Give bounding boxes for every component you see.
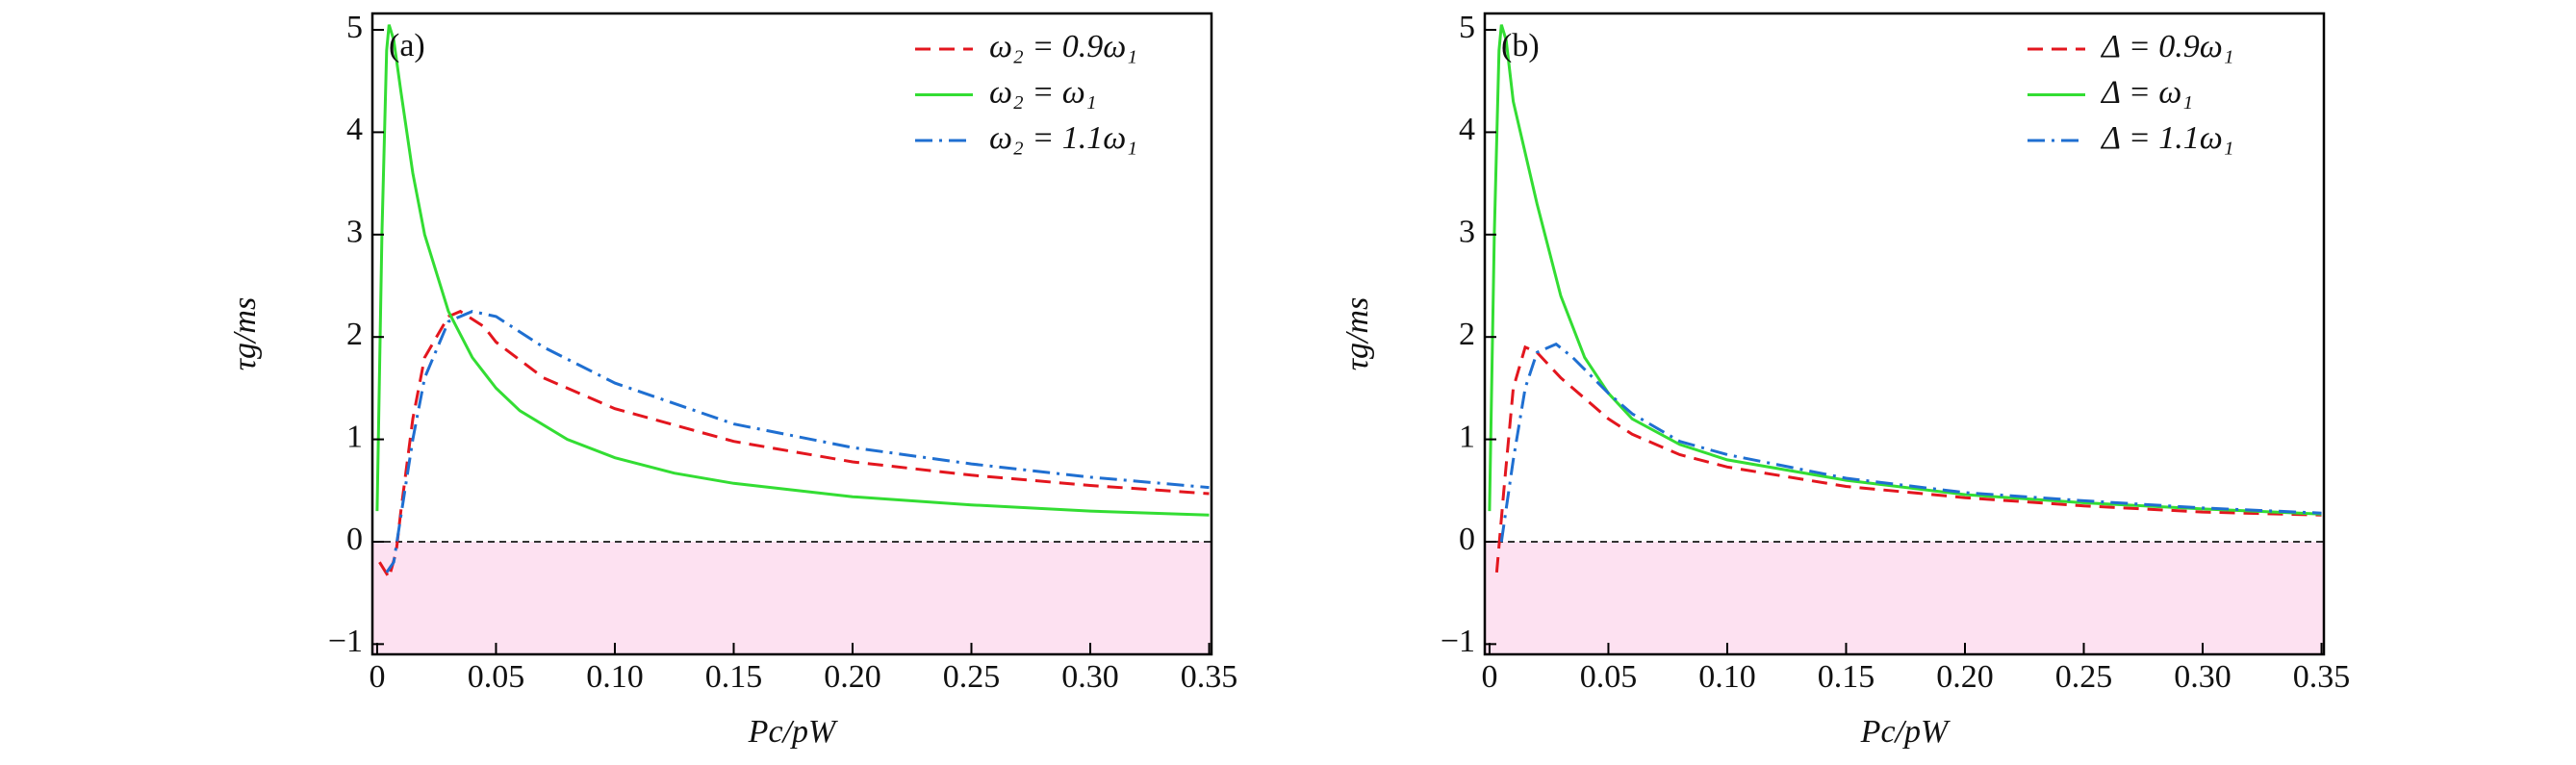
- y-tick-label: 5: [1459, 10, 1475, 45]
- y-tick-label: 1: [346, 419, 363, 454]
- y-axis-label: τg/ms: [1339, 297, 1375, 370]
- y-axis-label: τg/ms: [227, 297, 263, 370]
- x-tick-label: 0.05: [1580, 659, 1638, 695]
- panel-label: (a): [389, 28, 425, 64]
- series-line: [375, 24, 1210, 517]
- x-tick-label: 0.30: [1061, 659, 1119, 695]
- y-tick-label: −1: [328, 624, 363, 659]
- x-tick-label: 0.35: [2293, 659, 2351, 695]
- y-tick-label: 5: [346, 10, 363, 45]
- x-tick-label: 0.15: [1818, 659, 1875, 695]
- series-line: [378, 309, 1210, 581]
- panel: Δ = 0.9ω₁ Δ = ω₁ Δ = 1.1ω₁ 0 0.05 0.10 0.15 0.2…: [1339, 10, 2350, 750]
- series-line: [385, 310, 1210, 574]
- y-tick-label: 1: [1459, 419, 1475, 454]
- y-tick-label: 2: [346, 317, 363, 352]
- x-axis-label: Pc/pW: [1860, 714, 1951, 750]
- legend-label: ω₂ = ω₁: [989, 74, 1097, 110]
- x-tick-label: 0.20: [1936, 659, 1994, 695]
- legend-label: Δ = 0.9ω₁: [2100, 29, 2234, 64]
- y-tick-label: 3: [346, 215, 363, 250]
- negative-region: [1485, 541, 2324, 654]
- x-tick-label: 0.25: [2055, 659, 2113, 695]
- legend-label: ω₂ = 1.1ω₁: [989, 120, 1137, 156]
- x-axis-label: Pc/pW: [748, 714, 838, 750]
- y-tick-label: −1: [1441, 624, 1475, 659]
- legend-label: ω₂ = 0.9ω₁: [989, 29, 1137, 64]
- negative-region: [372, 541, 1211, 654]
- panel: ω₂ = 0.9ω₁ ω₂ = ω₁ ω₂ = 1.1ω₁ 0 0.05 0.10 0.15…: [227, 10, 1237, 750]
- x-tick-label: 0.35: [1181, 659, 1238, 695]
- axes-frame: [1483, 12, 2326, 656]
- x-tick-label: 0: [369, 659, 385, 695]
- axes-frame: [370, 12, 1213, 656]
- series-line: [1499, 342, 2322, 543]
- x-tick-label: 0.25: [943, 659, 1001, 695]
- legend-label: Δ = ω₁: [2100, 74, 2193, 110]
- x-tick-label: 0.05: [468, 659, 525, 695]
- y-tick-label: 2: [1459, 317, 1475, 352]
- legend-label: Δ = 1.1ω₁: [2100, 120, 2234, 156]
- x-tick-label: 0.30: [2174, 659, 2232, 695]
- y-tick-label: 4: [1459, 112, 1475, 147]
- series-line: [1494, 344, 2322, 574]
- y-tick-label: 3: [1459, 215, 1475, 250]
- y-tick-label: 0: [1459, 522, 1475, 557]
- x-tick-label: 0.10: [1698, 659, 1756, 695]
- y-tick-label: 4: [346, 112, 363, 147]
- y-tick-label: 0: [346, 522, 363, 557]
- series-line: [1488, 24, 2322, 516]
- x-tick-label: 0.15: [705, 659, 763, 695]
- x-tick-label: 0.10: [586, 659, 644, 695]
- panel-label: (b): [1501, 28, 1540, 64]
- x-tick-label: 0.20: [824, 659, 881, 695]
- x-tick-label: 0: [1481, 659, 1497, 695]
